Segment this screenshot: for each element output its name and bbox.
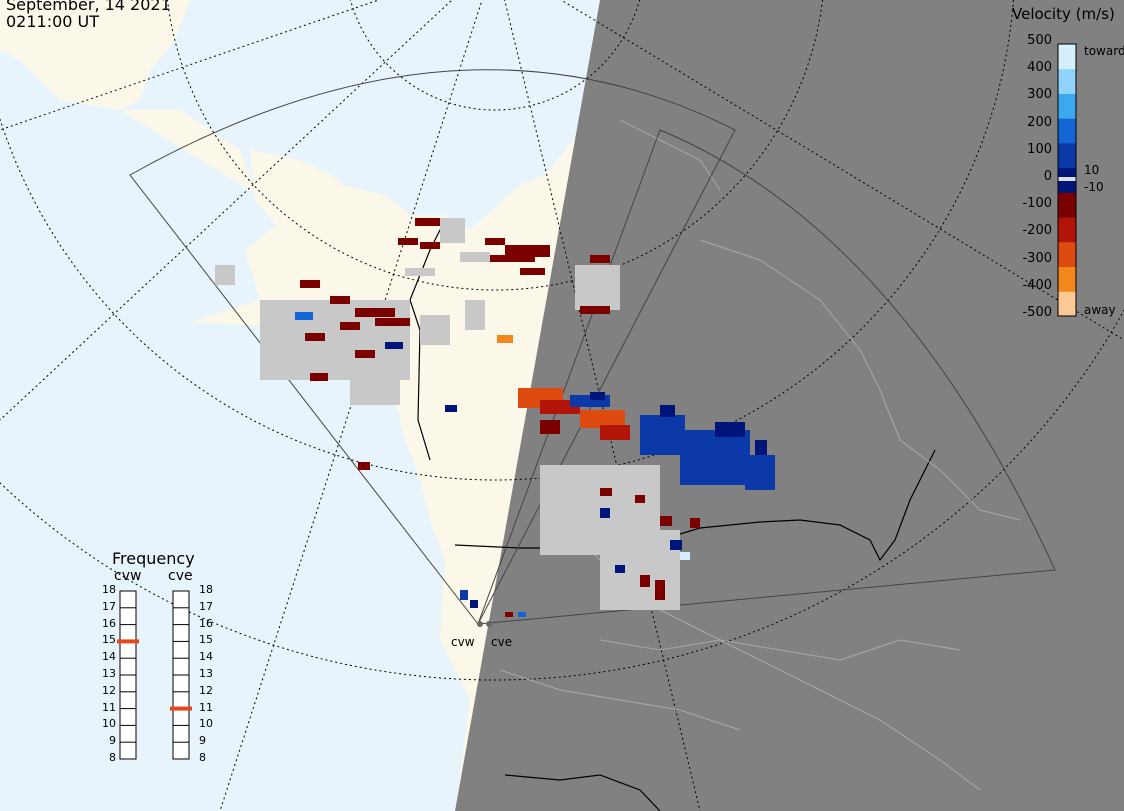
frequency-selected-marker (117, 639, 139, 644)
frequency-label-cvw: 15 (102, 633, 116, 647)
radar-fov (129, 69, 1056, 625)
colorbar-tick-label: -300 (1022, 250, 1052, 266)
frequency-meters (117, 590, 192, 760)
frequency-label-cve: 14 (199, 650, 213, 664)
frequency-label-cve: 12 (199, 683, 213, 697)
yukon-land (250, 150, 340, 240)
frequency-label-cvw: 13 (102, 667, 116, 680)
canada-land (120, 30, 600, 811)
header: September, 14 2021 0211:00 UT (6, 0, 171, 30)
colorbar-tick-label: -400 (1022, 277, 1052, 293)
frequency-label-cve: 17 (199, 599, 213, 613)
colorbar-segment (1058, 44, 1076, 70)
observation-time: 0211:00 UT (6, 12, 100, 31)
colorbar-frame (1057, 43, 1077, 317)
frequency-label-cve: 10 (199, 717, 213, 731)
frequency-selected-marker (170, 706, 192, 711)
velocity-colorbar (1057, 43, 1077, 317)
alaska-land (0, 0, 190, 110)
colorbar-title: Velocity (m/s) (1012, 5, 1115, 23)
colorbar-segment (1058, 266, 1076, 292)
colorbar-label-away: away (1084, 303, 1116, 317)
frequency-radar-cve: cve (168, 568, 193, 584)
colorbar-segment (1058, 217, 1076, 243)
velocity-echoes (295, 218, 775, 617)
colorbar-tick-label: 0 (1043, 169, 1052, 184)
frequency-label-cve: 18 (199, 583, 213, 596)
colorbar-segment (1058, 93, 1076, 119)
frequency-label-cve: 11 (199, 700, 213, 714)
radar-label-cvw: cvw (451, 635, 475, 649)
radar-site-markers (477, 621, 492, 627)
frequency-label-cvw: 11 (102, 700, 116, 714)
colorbar-segment (1058, 118, 1076, 144)
frequency-label-cvw: 8 (109, 751, 116, 764)
frequency-label-cve: 8 (199, 751, 206, 764)
colorbar-label-pos: 10 (1084, 163, 1100, 177)
frequency-label-cvw: 10 (102, 717, 116, 731)
frequency-label-cvw: 9 (109, 734, 116, 748)
frequency-label-cvw: 14 (102, 650, 116, 664)
colorbar-tick-label: 300 (1027, 87, 1052, 103)
colorbar-zero-band (1058, 177, 1076, 181)
colorbar-segment (1058, 68, 1076, 94)
land-layer (0, 0, 600, 811)
frequency-title: Frequency (112, 549, 195, 568)
ground-scatter (215, 218, 680, 610)
frequency-label-cvw: 12 (102, 683, 116, 697)
frequency-label-cve: 15 (199, 633, 213, 647)
colorbar-label-toward: toward (1084, 44, 1124, 58)
frequency-label-cvw: 16 (102, 616, 116, 630)
colorbar-tick-label: 400 (1027, 60, 1052, 76)
observation-date: September, 14 2021 (6, 0, 171, 14)
colorbar-tick-label: 500 (1027, 33, 1052, 48)
colorbar-label-neg: -10 (1084, 180, 1104, 194)
cvw-site-marker (477, 621, 483, 627)
colorbar-tick-label: -200 (1022, 223, 1052, 239)
frequency-label-cve: 9 (199, 734, 206, 748)
cve-site-marker (486, 621, 492, 627)
colorbar-segment (1058, 192, 1076, 218)
colorbar-tick-label: -500 (1022, 305, 1052, 320)
frequency-label-cvw: 17 (102, 599, 116, 613)
night-coastlines (499, 119, 1021, 791)
colorbar-tick-label: 200 (1027, 114, 1052, 130)
colorbar-segment (1058, 241, 1076, 268)
colorbar-tick-label: -100 (1022, 196, 1052, 212)
colorbar-segment (1058, 291, 1076, 317)
frequency-label-cvw: 18 (102, 583, 116, 596)
radar-label-cve: cve (491, 635, 513, 649)
frequency-label-cve: 16 (199, 616, 213, 630)
frequency-label-cve: 13 (199, 667, 213, 680)
colorbar-tick-label: 100 (1027, 141, 1052, 157)
colorbar-segment (1058, 142, 1076, 169)
frequency-radar-cvw: cvw (114, 568, 142, 584)
